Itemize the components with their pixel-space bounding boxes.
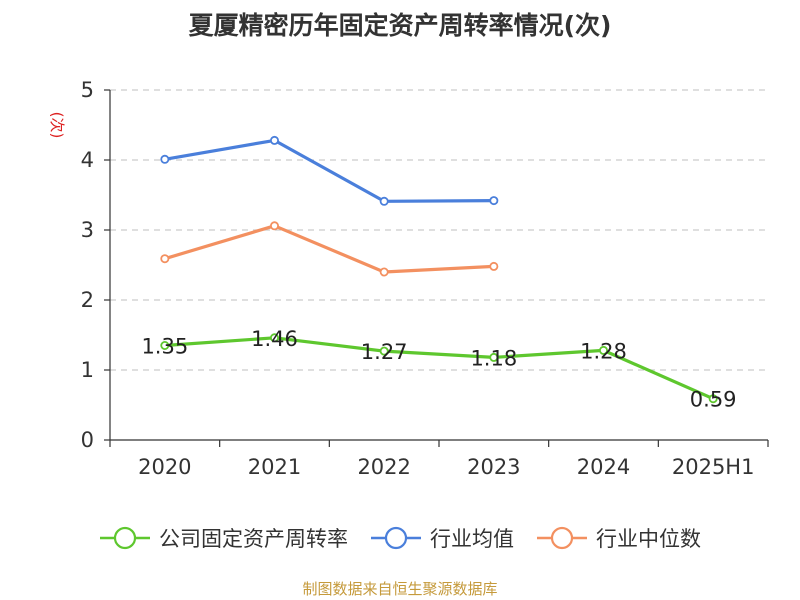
chart-title: 夏厦精密历年固定资产周转率情况(次): [188, 11, 612, 40]
legend-item-1[interactable]: 行业均值: [370, 523, 514, 553]
series-line-1: [164, 138, 494, 203]
legend-marker-icon: [100, 526, 150, 550]
source-note: 制图数据来自恒生聚源数据库: [302, 580, 498, 598]
data-point: [599, 345, 609, 355]
x-tick-label: 2024: [577, 455, 630, 479]
data-point: [160, 154, 170, 164]
y-tick-label: 4: [81, 148, 94, 172]
series-lines: [160, 135, 718, 404]
data-point: [269, 135, 279, 145]
legend-item-2[interactable]: 行业中位数: [536, 523, 701, 553]
y-tick-label: 3: [81, 218, 94, 242]
data-label: 1.27: [361, 340, 408, 364]
y-tick-label: 5: [81, 78, 94, 102]
legend-item-0[interactable]: 公司固定资产周转率: [99, 523, 348, 553]
data-label: 1.28: [580, 339, 627, 363]
legend-label: 行业均值: [430, 527, 514, 551]
axes: 0 1 2 3 4 5 2020 2021 2022 2023 2024 2025H1: [81, 78, 769, 479]
data-point: [379, 267, 389, 277]
data-point: [269, 221, 279, 231]
x-tick-label: 2025H1: [672, 455, 755, 479]
legend-marker-icon: [371, 526, 421, 550]
data-point: [489, 261, 499, 271]
y-tick-label: 2: [81, 288, 94, 312]
data-point: [489, 196, 499, 206]
data-label: 1.18: [470, 346, 517, 370]
x-tick-label: 2020: [138, 455, 191, 479]
legend: 公司固定资产周转率 行业均值 行业中位数: [0, 518, 800, 558]
data-point: [379, 196, 389, 206]
data-point: [160, 254, 170, 264]
grid-lines: [110, 89, 768, 371]
x-tick-label: 2022: [357, 455, 410, 479]
y-tick-label: 1: [81, 358, 94, 382]
y-axis-label: (次): [48, 112, 66, 139]
data-label: 0.59: [690, 388, 737, 412]
data-point: [269, 333, 279, 343]
data-label: 1.46: [251, 327, 298, 351]
series-line-0: [164, 336, 714, 401]
x-tick-label: 2023: [467, 455, 520, 479]
data-point: [160, 340, 170, 350]
data-labels: 1.35 1.46 1.27 1.18 1.28 0.59: [141, 327, 736, 412]
data-label: 1.35: [141, 335, 188, 359]
legend-label: 公司固定资产周转率: [159, 527, 348, 551]
legend-marker-icon: [537, 526, 587, 550]
series-line-2: [164, 224, 494, 274]
y-tick-label: 0: [81, 428, 94, 452]
data-point: [489, 352, 499, 362]
data-point: [708, 394, 718, 404]
data-point: [379, 346, 389, 356]
x-tick-label: 2021: [248, 455, 301, 479]
legend-label: 行业中位数: [596, 527, 701, 551]
